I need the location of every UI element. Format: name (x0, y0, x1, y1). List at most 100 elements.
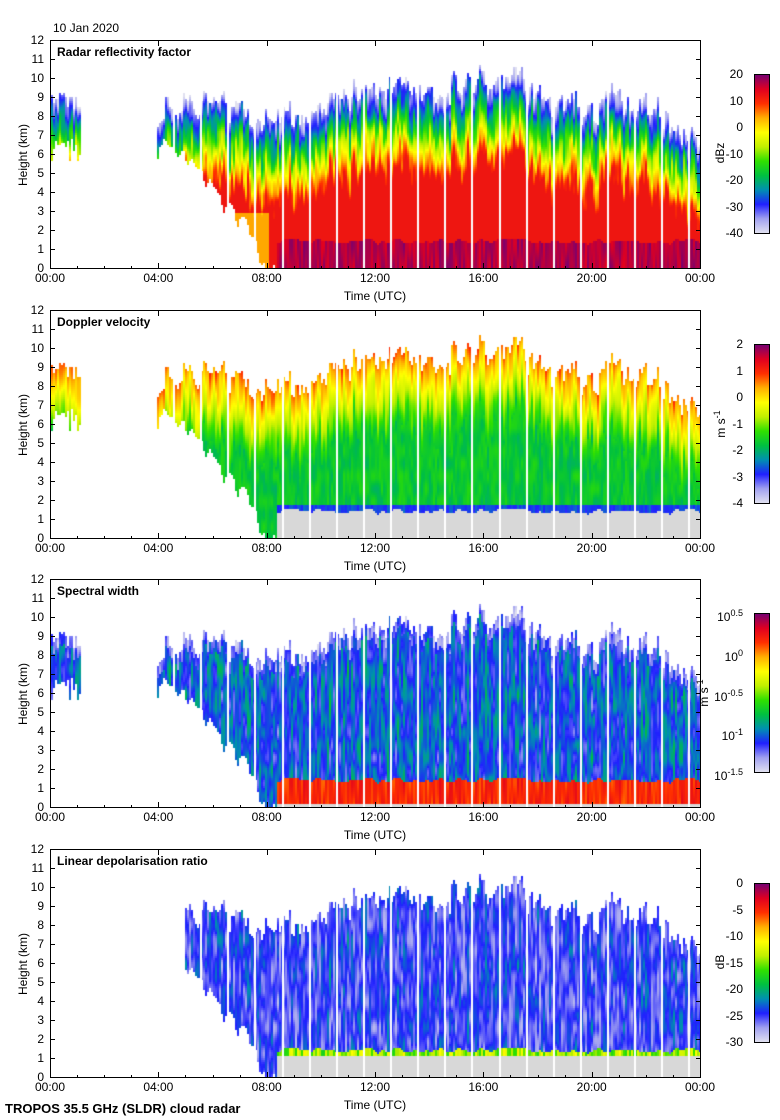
colorbar-unit-label: dB (713, 932, 727, 992)
x-tick-mark (50, 1072, 51, 1078)
x-tick-label: 20:00 (576, 1080, 607, 1094)
x-minor-tick (537, 266, 539, 269)
colorbar-unit-label: dBz (713, 123, 727, 183)
y-tick-mark-right (696, 173, 701, 174)
x-tick-label: 00:00 (34, 810, 66, 824)
colorbar-tick-label: -30 (703, 1036, 743, 1048)
y-tick-mark-right (696, 712, 701, 713)
y-tick-mark-right (696, 78, 701, 79)
panel-title: Doppler velocity (57, 315, 151, 329)
x-tick-mark-top (266, 579, 268, 585)
x-minor-tick (456, 805, 458, 808)
y-tick-mark (50, 598, 55, 599)
plot-area-4: Linear depolarisation ratio (50, 849, 701, 1078)
x-tick-mark-top (700, 40, 701, 46)
y-tick-mark-right (696, 116, 701, 117)
y-tick-mark-right (696, 59, 701, 60)
colorbar-tick-label: 0 (703, 121, 743, 133)
y-tick-mark-right (696, 192, 701, 193)
x-minor-tick (618, 536, 620, 539)
y-tick-label: 3 (37, 743, 44, 757)
x-tick-label: 08:00 (251, 271, 282, 285)
colorbar-tick-text: 10 (717, 610, 731, 624)
x-tick-mark-top (700, 310, 701, 316)
x-minor-tick (564, 805, 566, 808)
x-minor-tick (293, 266, 295, 269)
x-minor-tick (239, 536, 241, 539)
y-tick-mark (50, 1020, 55, 1021)
colorbar-tick-text: 10 (714, 769, 728, 783)
x-tick-mark-top (375, 579, 376, 585)
x-tick-mark-top (158, 849, 160, 855)
x-tick-mark (700, 1072, 701, 1078)
x-tick-mark-top (266, 310, 268, 316)
y-tick-mark (50, 925, 55, 926)
x-minor-tick (239, 805, 241, 808)
colorbar-tick-exponent: -1.5 (727, 767, 743, 777)
x-tick-mark (50, 802, 51, 808)
colorbar-tick-label: -15 (703, 957, 743, 969)
y-tick-mark (50, 731, 55, 732)
colorbar-tick-label: 2 (703, 338, 743, 350)
colorbar-tick-exponent: -1 (734, 727, 743, 738)
x-minor-tick (645, 266, 647, 269)
y-tick-mark-right (696, 750, 701, 751)
colorbar (754, 74, 770, 234)
y-tick-mark-right (696, 230, 701, 231)
y-tick-label: 11 (31, 861, 44, 875)
x-tick-label: 08:00 (251, 810, 282, 824)
x-tick-label: 00:00 (684, 541, 716, 555)
x-minor-tick (564, 266, 566, 269)
y-tick-mark-right (696, 617, 701, 618)
x-minor-tick (456, 266, 458, 269)
x-minor-tick (293, 805, 295, 808)
x-minor-tick (672, 536, 674, 539)
colorbar-tick-text: 10 (721, 729, 735, 744)
y-tick-label: 8 (37, 109, 44, 123)
x-minor-tick (537, 536, 539, 539)
x-tick-label: 20:00 (576, 810, 607, 824)
y-tick-mark-right (696, 1020, 701, 1021)
y-tick-mark (50, 982, 55, 983)
y-tick-mark (50, 519, 55, 520)
y-tick-label: 1 (37, 1051, 44, 1065)
x-axis-label: Time (UTC) (343, 828, 407, 842)
x-minor-tick (564, 536, 566, 539)
y-tick-label: 7 (37, 667, 44, 681)
y-tick-mark-right (696, 944, 701, 945)
plot-area-1: Radar reflectivity factor (50, 40, 701, 269)
colorbar-tick-label: -20 (703, 983, 743, 995)
colorbar-tick-exponent: -0.5 (727, 687, 743, 698)
x-minor-tick (212, 536, 214, 539)
colorbar-unit-exponent: -1 (695, 679, 705, 688)
x-tick-mark (158, 263, 160, 269)
y-tick-mark (50, 944, 55, 945)
x-minor-tick (320, 536, 322, 539)
x-minor-tick (185, 1075, 187, 1078)
colorbar-tick-label: 0 (703, 877, 743, 889)
x-minor-tick (402, 536, 404, 539)
y-tick-label: 10 (30, 71, 44, 85)
y-tick-mark (50, 154, 55, 155)
x-minor-tick (185, 805, 187, 808)
y-tick-label: 7 (37, 937, 44, 951)
y-tick-mark (50, 963, 55, 964)
x-tick-mark-top (158, 40, 160, 46)
y-tick-label: 4 (37, 724, 44, 738)
x-minor-tick (347, 805, 349, 808)
panel-title: Spectral width (57, 584, 140, 598)
y-tick-mark (50, 230, 55, 231)
x-tick-label: 08:00 (251, 541, 282, 555)
y-tick-mark-right (696, 348, 701, 349)
colorbar-tick-text: 10 (714, 689, 728, 704)
x-tick-mark (700, 533, 701, 539)
y-tick-mark (50, 579, 55, 580)
x-minor-tick (347, 266, 349, 269)
x-minor-tick (185, 266, 187, 269)
x-minor-tick (293, 536, 295, 539)
x-tick-mark-top (591, 849, 593, 855)
x-tick-label: 00:00 (684, 271, 716, 285)
y-tick-mark-right (696, 769, 701, 770)
y-tick-label: 1 (37, 242, 44, 256)
y-tick-label: 0 (37, 800, 44, 814)
